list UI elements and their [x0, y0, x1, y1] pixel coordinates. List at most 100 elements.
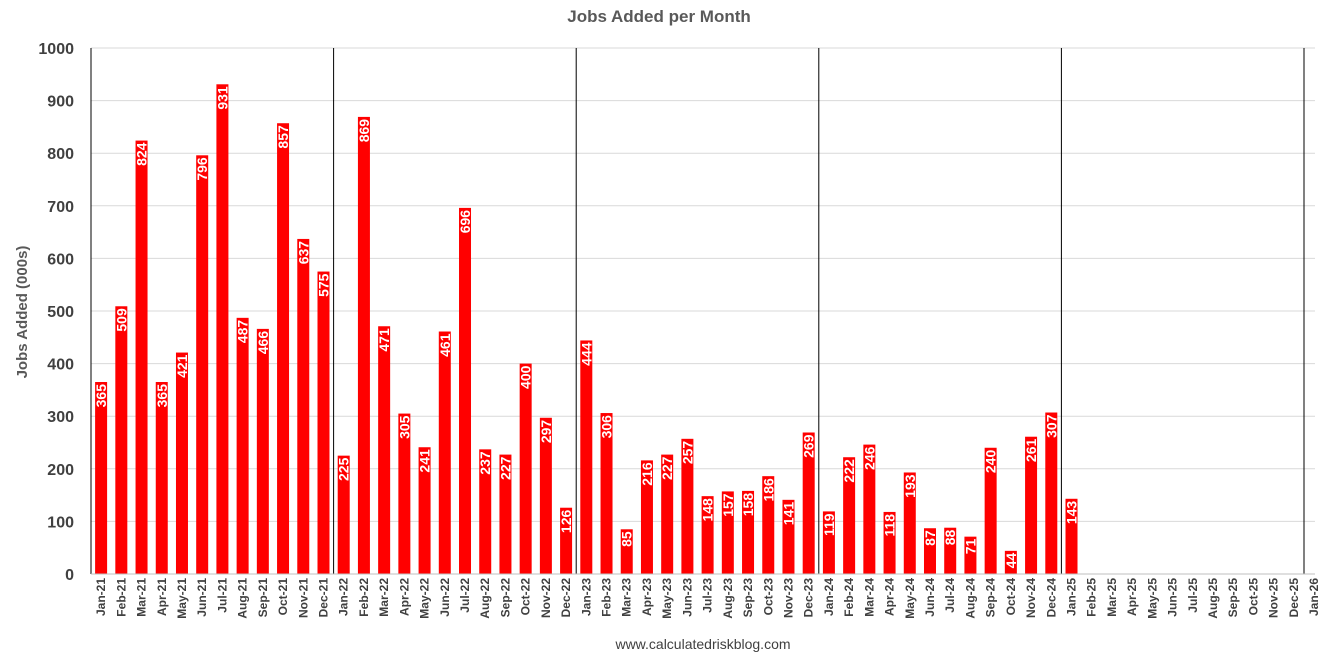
- bar-value-label: 237: [477, 451, 493, 475]
- bar: [681, 438, 694, 574]
- bar-value-label: 241: [417, 449, 433, 473]
- bar-value-label: 143: [1064, 501, 1080, 525]
- y-tick-label: 400: [47, 357, 74, 374]
- bar-value-label: 696: [457, 210, 473, 234]
- source-label: www.calculatedriskblog.com: [614, 636, 790, 652]
- bar-value-label: 307: [1043, 414, 1059, 438]
- bar: [883, 511, 896, 574]
- gridlines: [91, 47, 1315, 522]
- bar-value-label: 126: [558, 510, 574, 534]
- bar-value-label: 421: [174, 354, 190, 378]
- bar: [843, 457, 856, 574]
- x-tick-label: Mar-25: [1105, 578, 1119, 617]
- bar-value-label: 444: [578, 342, 594, 366]
- bar: [964, 536, 977, 574]
- bar: [539, 417, 552, 574]
- bar: [903, 472, 916, 574]
- x-tick-label: Jan-23: [579, 578, 593, 616]
- x-tick-label: Dec-23: [802, 578, 816, 618]
- bar-value-label: 227: [659, 456, 675, 480]
- x-tick-label: Mar-22: [377, 578, 391, 617]
- x-tick-label: Nov-24: [1024, 578, 1038, 618]
- x-tick-label: Jun-22: [438, 578, 452, 617]
- x-tick-label: Aug-24: [963, 578, 977, 619]
- bar: [802, 432, 815, 574]
- bar: [721, 491, 734, 574]
- x-tick-label: May-21: [175, 578, 189, 619]
- bar: [398, 413, 411, 574]
- y-tick-label: 0: [65, 567, 74, 584]
- bar: [297, 238, 310, 575]
- bar: [256, 328, 269, 574]
- bar-value-label: 193: [902, 474, 918, 498]
- bar-value-label: 186: [760, 478, 776, 502]
- bar: [135, 140, 148, 575]
- x-tick-label: Oct-23: [761, 578, 775, 616]
- x-tick-label: May-23: [660, 578, 674, 619]
- bar: [984, 447, 997, 574]
- bar-value-label: 509: [113, 308, 129, 332]
- x-tick-label: Jun-25: [1166, 578, 1180, 617]
- bar-value-label: 257: [679, 441, 695, 465]
- bar-value-label: 141: [780, 502, 796, 526]
- bar-value-label: 227: [497, 456, 513, 480]
- x-tick-label: Jan-26: [1307, 578, 1318, 616]
- bar: [1065, 498, 1078, 574]
- x-tick-label: Jul-23: [701, 578, 715, 613]
- x-tick-label: Sep-22: [498, 578, 512, 618]
- x-tick-label: Nov-25: [1267, 578, 1281, 618]
- x-tick-label: Aug-21: [236, 578, 250, 619]
- x-tick-label: Mar-21: [135, 578, 149, 617]
- bar: [115, 306, 128, 574]
- x-tick-label: Feb-24: [842, 578, 856, 617]
- x-tick-label: Jul-21: [215, 578, 229, 613]
- bar: [175, 352, 188, 574]
- bar-value-label: 365: [93, 384, 109, 408]
- bar: [418, 447, 431, 574]
- x-tick-label: Apr-22: [397, 578, 411, 616]
- x-tick-label: Apr-23: [640, 578, 654, 616]
- bar-value-label: 461: [437, 333, 453, 357]
- x-tick-label: Oct-25: [1246, 578, 1260, 616]
- x-tick-label: Apr-25: [1125, 578, 1139, 616]
- bar: [620, 529, 633, 574]
- bar: [155, 382, 168, 574]
- bar: [95, 382, 108, 574]
- bar-value-label: 119: [821, 513, 837, 536]
- bar: [661, 454, 674, 574]
- y-tick-label: 800: [47, 146, 74, 163]
- bar: [822, 511, 835, 574]
- x-tick-label: Feb-21: [114, 578, 128, 617]
- bar: [923, 528, 936, 574]
- year-separators: [333, 48, 1305, 574]
- bar: [640, 460, 653, 574]
- bar: [357, 116, 370, 574]
- bar: [277, 123, 290, 574]
- bar-value-label: 471: [376, 328, 392, 352]
- x-tick-label: Jun-23: [680, 578, 694, 617]
- x-tick-label: Sep-24: [984, 578, 998, 618]
- x-tick-label: Oct-22: [519, 578, 533, 616]
- bar: [944, 527, 957, 574]
- x-tick-label: Apr-24: [883, 578, 897, 616]
- bar: [216, 84, 229, 574]
- bar: [560, 507, 573, 574]
- x-tick-label: Nov-21: [296, 578, 310, 618]
- bar: [742, 490, 755, 574]
- y-tick-label: 600: [47, 251, 74, 268]
- bar-value-label: 71: [962, 538, 978, 554]
- chart-title: Jobs Added per Month: [567, 7, 751, 26]
- x-tick-label: Jan-21: [94, 578, 108, 616]
- x-tick-label: Jan-24: [822, 578, 836, 616]
- x-tick-label: Aug-25: [1206, 578, 1220, 619]
- bar: [782, 499, 795, 574]
- bar-value-label: 261: [1023, 439, 1039, 463]
- y-tick-label: 1000: [38, 41, 74, 58]
- bar: [459, 207, 472, 575]
- bar: [196, 155, 209, 574]
- x-tick-label: May-24: [903, 578, 917, 619]
- y-axis-label: Jobs Added (000s): [14, 246, 31, 379]
- bar-value-label: 931: [214, 86, 230, 110]
